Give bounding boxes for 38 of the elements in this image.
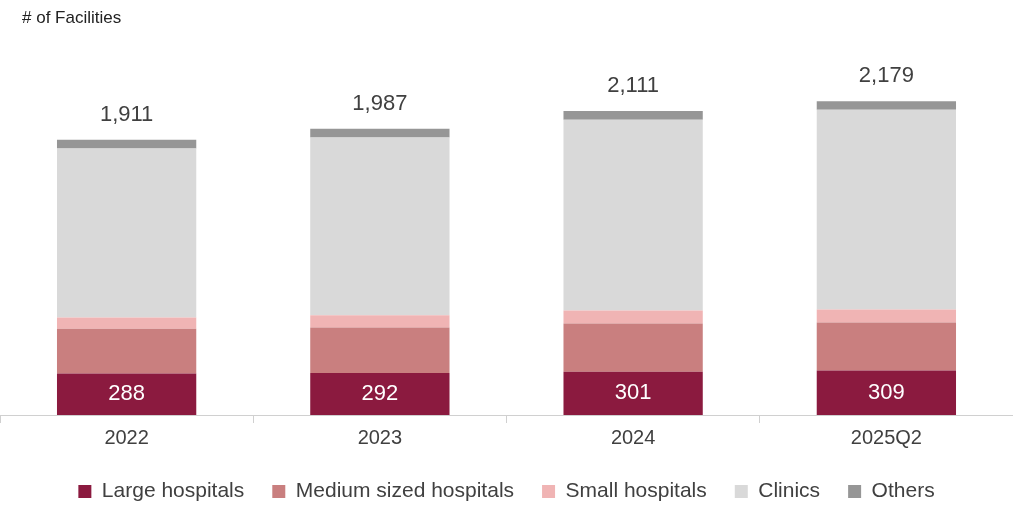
bar: [310, 327, 450, 373]
legend-label: Small hospitals: [565, 478, 707, 502]
bar: [310, 128, 450, 138]
data-label: 301: [614, 379, 652, 405]
bar: [310, 137, 450, 316]
total-label: 2,179: [858, 62, 914, 88]
bar: [563, 310, 703, 324]
x-tick-label: 2022: [104, 425, 149, 448]
bar: [816, 109, 957, 310]
total-label: 1,987: [352, 89, 408, 115]
bar: [816, 309, 957, 323]
legend-label: Medium sized hospitals: [295, 478, 515, 502]
bar: [56, 373, 197, 415]
bar: [563, 323, 703, 372]
data-label: 309: [868, 378, 905, 404]
bar: [816, 101, 957, 110]
bar: [56, 328, 197, 374]
total-label: 1,911: [99, 100, 154, 126]
bar: [816, 322, 957, 371]
bar: [310, 372, 450, 415]
bar: [56, 148, 197, 318]
bar: [563, 111, 703, 120]
bar: [816, 370, 957, 415]
legend-label: Others: [871, 478, 935, 502]
bar: [56, 317, 197, 329]
bar: [56, 139, 197, 149]
data-label: 288: [108, 380, 145, 406]
legend-label: Clinics: [758, 478, 821, 502]
x-tick-label: 2024: [610, 425, 656, 448]
y-axis-title: # of Facilities: [22, 8, 122, 28]
data-label: 292: [361, 380, 399, 406]
legend-label: Large hospitals: [101, 478, 245, 502]
x-tick-label: 2023: [357, 425, 403, 448]
total-label: 2,111: [607, 72, 660, 98]
bar: [310, 315, 450, 328]
x-tick-label: 2025Q2: [850, 425, 922, 448]
bar: [563, 371, 703, 415]
bar: [563, 119, 703, 311]
